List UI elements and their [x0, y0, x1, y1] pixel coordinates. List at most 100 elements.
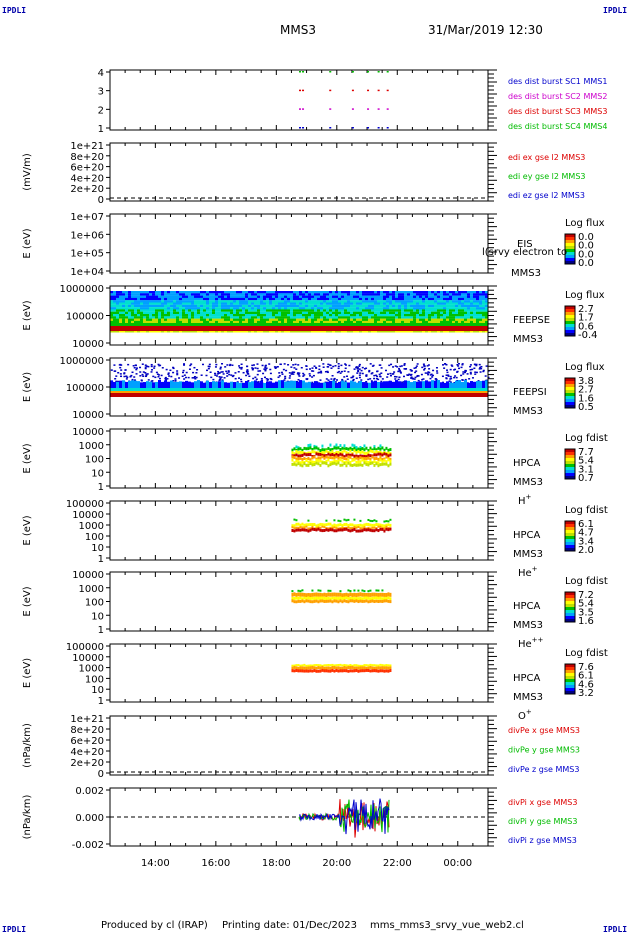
hpca-hepp-panel-bin — [297, 596, 300, 600]
feeps-e-panel-bin — [251, 330, 254, 333]
hpca-h-panel-bin — [317, 459, 320, 463]
hpca-he-panel-bin — [309, 527, 312, 530]
feeps-e-panel-bin — [392, 304, 395, 308]
feeps-e-panel-bin — [272, 304, 275, 308]
feeps-e-panel-bin — [284, 295, 287, 298]
feeps-e-panel-bin — [485, 295, 488, 298]
feeps-e-panel-bin — [248, 304, 251, 308]
feeps-i-panel-bin — [413, 378, 416, 380]
feeps-e-panel-bin — [320, 330, 323, 333]
feeps-e-panel-bin — [419, 307, 422, 310]
feeps-i-panel-bin — [256, 381, 259, 383]
feeps-e-panel-bin — [398, 309, 401, 312]
hpca-h-panel-bin — [347, 455, 350, 459]
feeps-i-panel-bin — [279, 363, 282, 365]
feeps-e-panel-bin — [449, 320, 452, 324]
hpca-h-panel-bin — [377, 461, 380, 465]
feeps-e-panel-bin — [347, 320, 350, 324]
feeps-e-panel-bin — [134, 304, 137, 308]
feeps-e-panel-bin — [467, 309, 470, 312]
feeps-i-panel-bin — [323, 382, 326, 391]
feeps-e-panel-bin — [287, 300, 290, 303]
hpca-hepp-panel-bin — [299, 596, 302, 600]
hpca-h-panel-bin — [361, 456, 364, 460]
feeps-i-panel-bin — [422, 381, 425, 390]
feeps-e-panel-bin — [164, 318, 167, 321]
feeps-i-panel-bin — [383, 381, 386, 390]
feeps-i-panel-bin — [200, 381, 203, 390]
hpca-h-panel-bin — [343, 462, 346, 466]
hpca-h-panel-bin — [385, 455, 388, 459]
hpca-o-panel-bin — [371, 664, 374, 667]
feeps-e-panel-bin — [308, 291, 311, 294]
feeps-i-panel-bin — [182, 381, 185, 390]
feeps-i-panel-bin — [237, 371, 240, 373]
feeps-e-panel-bin — [212, 304, 215, 308]
feeps-e-panel-bin — [380, 320, 383, 324]
hpca-h-panel-bin — [307, 453, 310, 457]
hpca-h-panel-bin — [345, 464, 348, 468]
feeps-e-panel-bin — [215, 297, 218, 301]
feeps-e-panel-bin — [314, 330, 317, 333]
feeps-i-panel-bin — [264, 364, 267, 367]
feeps-e-panel-bin — [419, 320, 422, 324]
hpca-o-panel-bin — [347, 664, 350, 667]
feeps-e-panel-bin — [113, 297, 116, 301]
hpca-h-panel-bin — [353, 449, 356, 453]
burst-panel-burst-mark — [329, 71, 332, 73]
feeps-e-panel-bin — [272, 293, 275, 296]
feeps-e-panel-bin — [293, 330, 296, 333]
feeps-i-panel-bin — [449, 375, 452, 378]
feeps-e-panel-bin — [224, 291, 227, 294]
feeps-i-panel-bin — [113, 364, 116, 366]
feeps-e-panel-bin — [161, 314, 164, 317]
feeps-i-panel-bin — [278, 375, 281, 377]
feeps-e-panel-bin — [344, 304, 347, 308]
feeps-e-panel-bin — [467, 300, 470, 303]
feeps-i-panel-colorbar-band — [565, 387, 575, 391]
feeps-e-panel-bin — [341, 297, 344, 301]
feeps-i-panel-bin — [268, 363, 271, 365]
feeps-e-panel-bin — [269, 307, 272, 310]
feeps-i-panel-bin — [454, 375, 457, 377]
feeps-i-panel-bin — [269, 381, 272, 390]
feeps-e-panel-bin — [161, 291, 164, 294]
feeps-i-panel-bin — [290, 380, 293, 389]
feeps-e-panel-bin — [377, 309, 380, 312]
hpca-o-panel-bin — [291, 664, 294, 667]
feeps-e-panel-bin — [305, 293, 308, 296]
feeps-e-panel-bin — [284, 311, 287, 315]
feeps-e-panel-bin — [401, 297, 404, 301]
hpca-o-panel-bin — [323, 664, 326, 667]
feeps-e-panel-bin — [428, 314, 431, 317]
feeps-e-panel-bin — [203, 302, 206, 305]
feeps-e-panel-bin — [260, 295, 263, 298]
eis-panel-frame — [109, 213, 489, 274]
hpca-hepp-panel-bin — [363, 599, 366, 603]
hpca-h-panel-colorbar-band — [565, 470, 575, 474]
feeps-e-panel-bin — [473, 316, 476, 319]
feeps-e-panel-bin — [434, 311, 437, 315]
hpca-hepp-panel-bin — [309, 597, 312, 601]
feeps-i-panel-bin — [264, 366, 267, 369]
feeps-e-panel-bin — [416, 291, 419, 294]
feeps-i-panel-bin — [160, 374, 163, 377]
feeps-i-panel-bin — [468, 378, 471, 380]
hpca-h-panel-bin — [355, 460, 358, 464]
feeps-e-panel-bin — [470, 300, 473, 303]
feeps-e-panel-bin — [266, 330, 269, 333]
feeps-e-panel-bin — [434, 318, 437, 321]
hpca-h-panel-bin — [309, 453, 312, 457]
feeps-e-panel-bin — [230, 297, 233, 301]
feeps-e-panel-bin — [455, 307, 458, 310]
feeps-e-panel-bin — [149, 293, 152, 296]
feeps-e-panel-bin — [128, 307, 131, 310]
feeps-e-panel-bin — [389, 297, 392, 301]
feeps-e-panel-bin — [281, 291, 284, 294]
feeps-e-panel-bin — [482, 307, 485, 310]
feeps-i-panel-bin — [458, 380, 461, 389]
feeps-i-panel-bin — [415, 365, 418, 367]
feeps-i-panel-bin — [466, 373, 469, 375]
feeps-e-panel-bin — [146, 330, 149, 333]
feeps-e-panel-bin — [143, 302, 146, 305]
